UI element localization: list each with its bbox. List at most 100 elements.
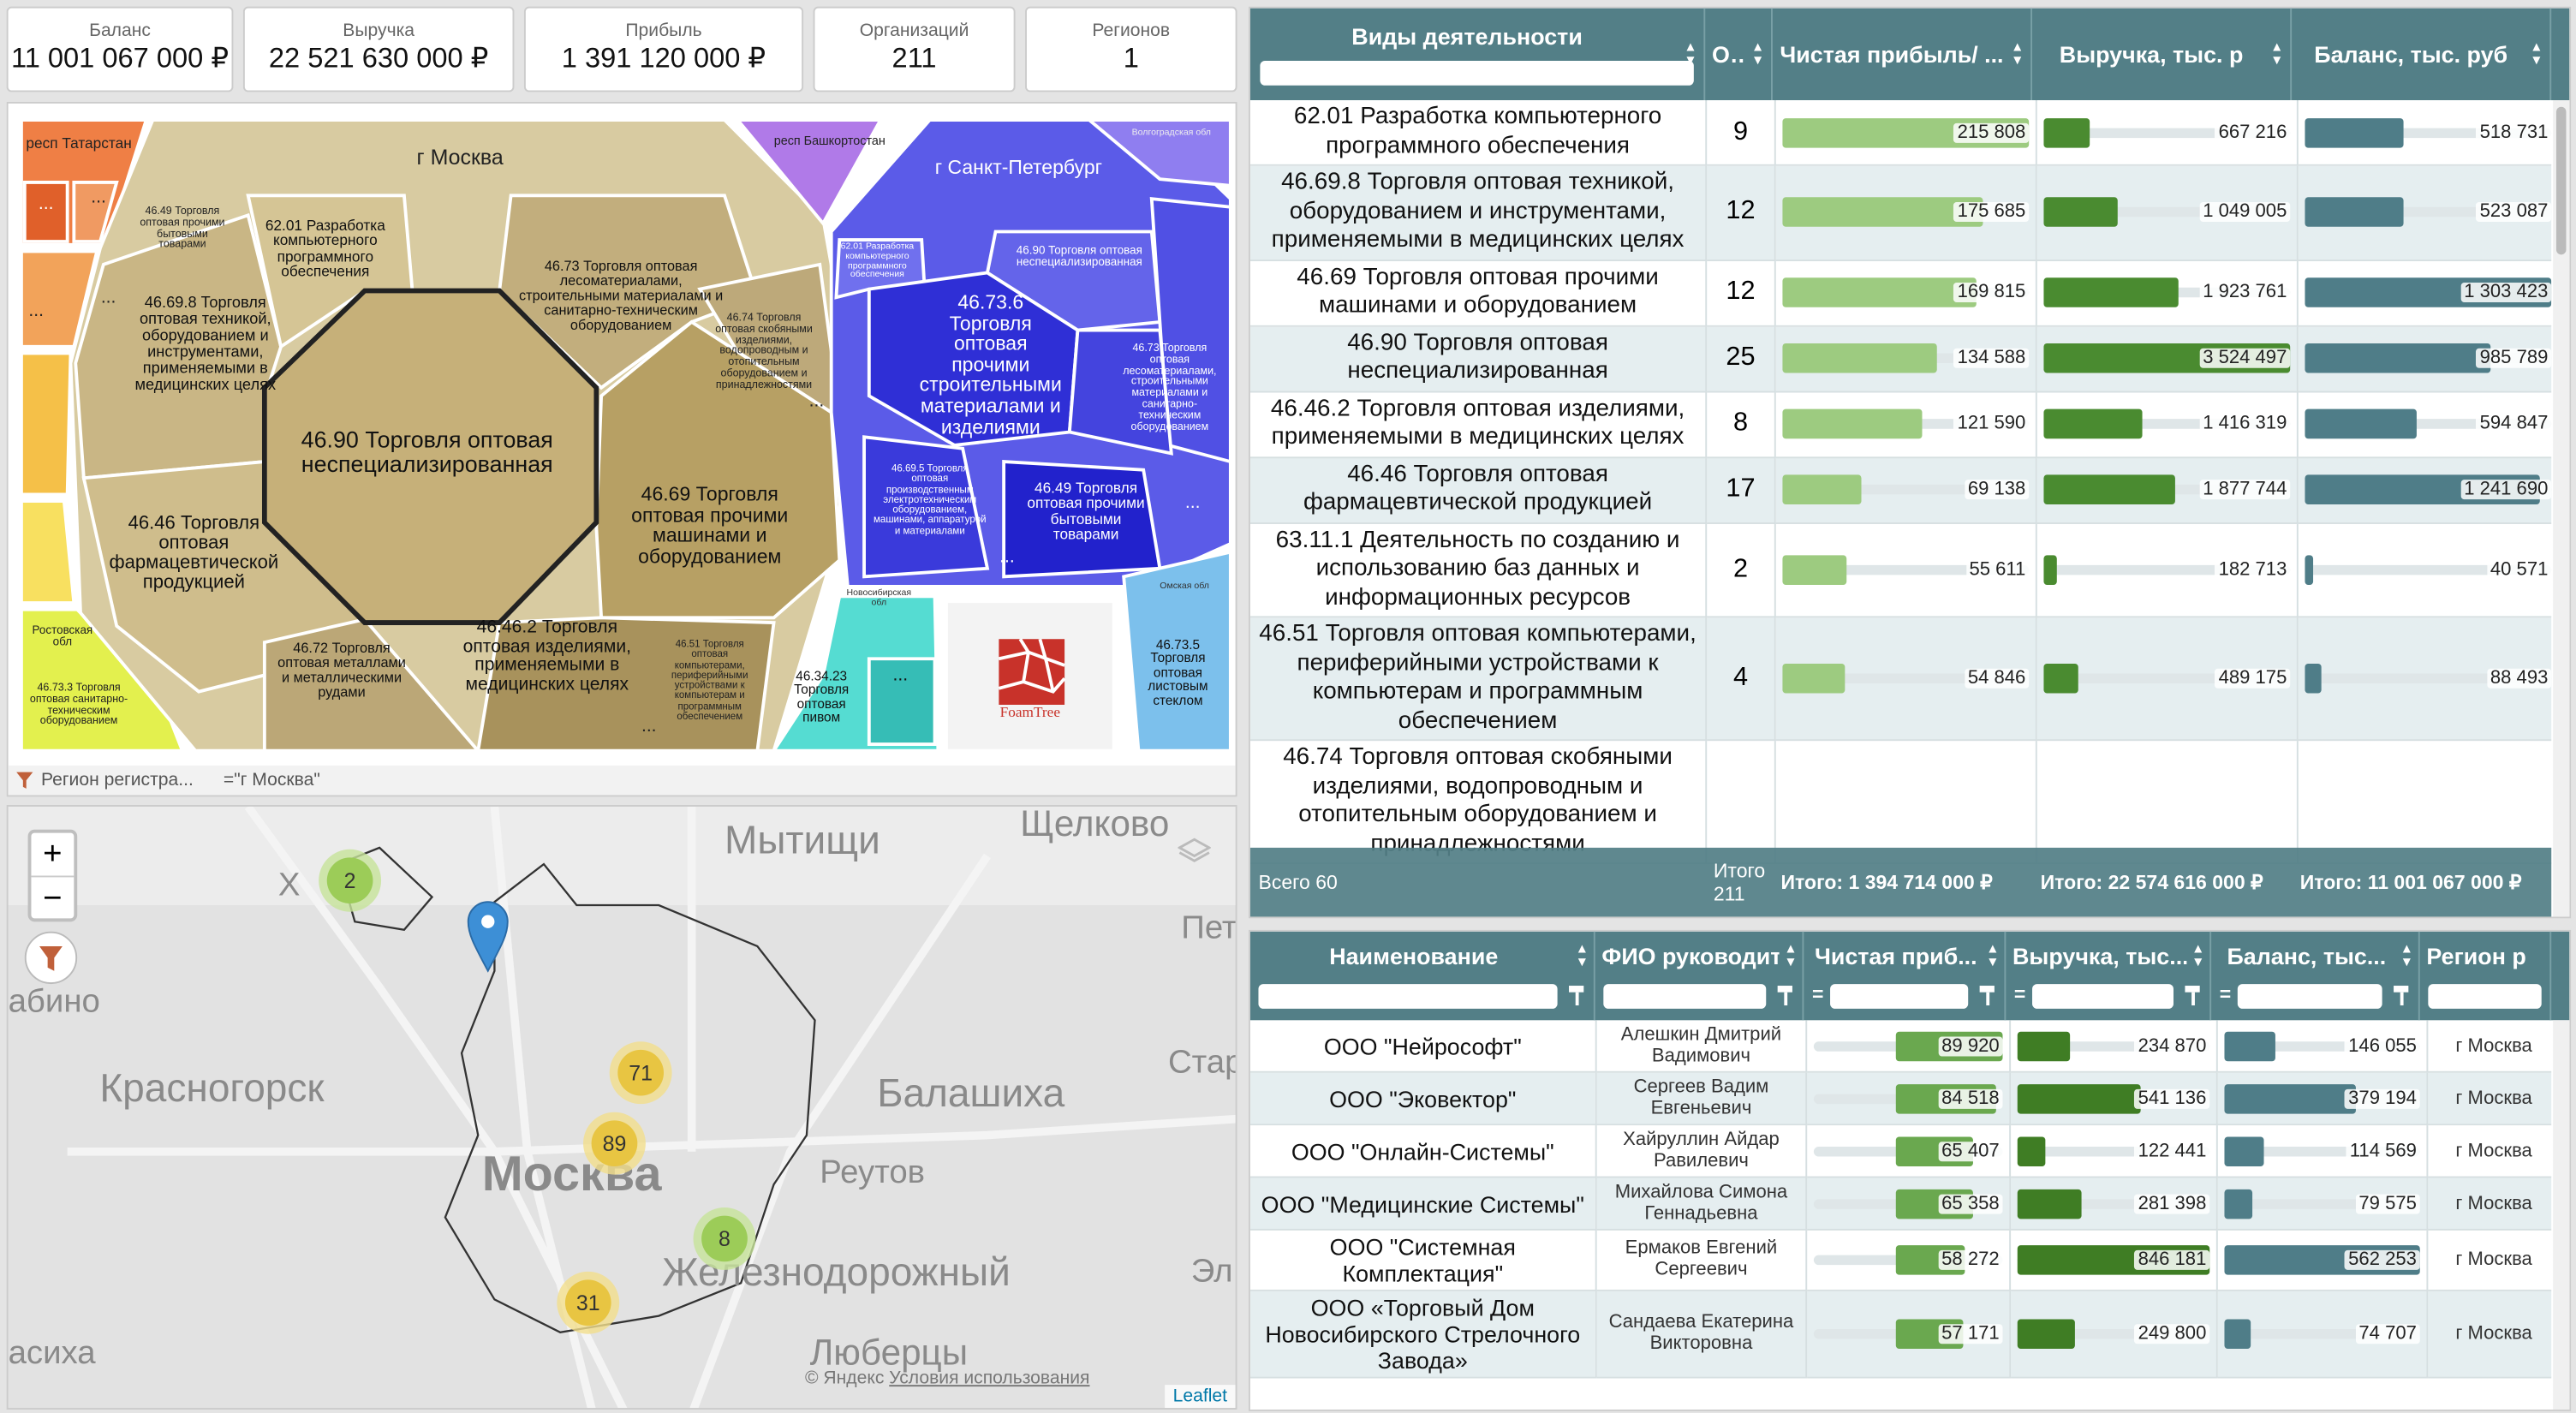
filter-input[interactable] (1260, 60, 1694, 86)
sort-icon[interactable]: ▲ ▼ (2530, 39, 2543, 68)
pin-icon[interactable] (1979, 986, 1995, 1006)
cell[interactable] (262, 617, 482, 753)
cluster[interactable]: 8 (693, 1207, 756, 1270)
cluster-core (701, 1215, 748, 1262)
table-row[interactable]: 46.46 Торговля оптовая фармацевтической … (1249, 456, 2552, 523)
table-row[interactable]: ООО "Нейрософт" Алешкин Дмитрий Вадимович… (1249, 1020, 2552, 1073)
table-row[interactable]: ООО "Системная Комплектация" Ермаков Евге… (1249, 1229, 2552, 1291)
cell[interactable] (475, 616, 776, 753)
table-row[interactable]: 46.90 Торговля оптовая неспециализирован… (1249, 325, 2552, 392)
bar-label: 1 877 744 (2199, 480, 2291, 500)
header-cell[interactable]: Регион р... (2420, 931, 2552, 1021)
filter-input[interactable] (2032, 984, 2174, 1009)
cell[interactable] (1084, 118, 1232, 188)
cell-ellipsis: ... (1184, 492, 1201, 513)
sort-icon[interactable]: ▲ ▼ (1784, 941, 1798, 969)
scroll-thumb[interactable] (2555, 106, 2567, 255)
sort-icon[interactable]: ▲ ▼ (2400, 941, 2413, 969)
header-cell[interactable]: Чистая приб... ▲ ▼ = (1804, 931, 2007, 1021)
header-cell[interactable]: Выручка, тыс. р ▲ ▼ (2032, 8, 2293, 101)
cluster-count: 2 (344, 869, 356, 893)
cell-label: 46.46.2 Торговля оптовая изделиями, прим… (462, 617, 631, 695)
filter-input[interactable] (1258, 984, 1558, 1009)
cell-label: 62.01 Разработка компьютерного программн… (265, 217, 385, 280)
table-row[interactable]: ООО «Торговый Дом Новосибирского Стрелоч… (1249, 1290, 2552, 1379)
filter-input[interactable] (2237, 984, 2382, 1009)
pin-icon[interactable] (2185, 986, 2200, 1006)
cell[interactable] (1067, 328, 1173, 456)
zoom-in[interactable]: + (31, 833, 75, 878)
terms-link[interactable]: Условия использования (889, 1368, 1090, 1389)
sort-icon[interactable]: ▲ ▼ (1986, 941, 2000, 969)
cell[interactable] (867, 657, 937, 746)
pin-icon[interactable] (1777, 986, 1792, 1006)
table-row[interactable]: 46.46.2 Торговля оптовая изделиями, прим… (1249, 391, 2552, 458)
table-row[interactable]: ООО "Онлайн-Системы" Хайруллин Айдар Рави… (1249, 1124, 2552, 1178)
layers-icon[interactable] (1178, 836, 1211, 862)
bar-label: 594 847 (2476, 414, 2552, 434)
sort-icon[interactable]: ▲ ▼ (1750, 39, 1765, 68)
cell[interactable] (22, 181, 69, 243)
scrollbar (2553, 1020, 2570, 1410)
filter-button[interactable] (24, 931, 78, 985)
cell: 40 571 (2297, 522, 2552, 618)
leaflet-link[interactable]: Leaflet (1165, 1385, 1236, 1409)
count: 4 (1732, 664, 1749, 692)
cell-label: 46.72 Торговля оптовая металлами и метал… (277, 639, 406, 701)
map-panel[interactable]: Мытищи Щелково Красногорск Балашиха Москва Ре… (6, 804, 1237, 1410)
sort-icon[interactable]: ▲ ▼ (2011, 39, 2024, 68)
cluster[interactable]: 2 (319, 849, 382, 912)
table-row[interactable]: ООО "Эковектор" Сергеев Вадим Евгеньевич 8… (1249, 1071, 2552, 1126)
table-row[interactable]: 63.11.1 Деятельность по созданию и испол… (1249, 522, 2552, 618)
table-row[interactable]: 46.51 Торговля оптовая компьютерами, пер… (1249, 617, 2552, 742)
cell[interactable] (72, 181, 119, 243)
header-cell[interactable]: О...▲▼ (1705, 8, 1773, 101)
bar-cell: 3 524 497 (2037, 340, 2297, 376)
cell: 57 171 (1806, 1290, 2012, 1379)
cell[interactable] (734, 118, 884, 227)
header-cell[interactable]: ФИО руководит... ▲ ▼ (1595, 931, 1804, 1021)
cell-ellipsis: ... (38, 194, 54, 214)
kpi-label: Баланс (89, 21, 151, 41)
table-row[interactable]: 46.69 Торговля оптовая прочими машинами … (1249, 259, 2552, 326)
bar-track (2043, 207, 2291, 218)
filter-input[interactable] (1830, 984, 1969, 1009)
cell: 63.11.1 Деятельность по созданию и испол… (1249, 522, 1708, 618)
sort-icon[interactable]: ▲ ▼ (1575, 941, 1589, 969)
cell[interactable] (985, 230, 1162, 332)
cell-selected[interactable] (261, 288, 599, 625)
header-cell[interactable]: Баланс, тыс... ▲ ▼ = (2211, 931, 2420, 1021)
cluster[interactable]: 89 (583, 1112, 646, 1175)
header-cell[interactable]: Выручка, тыс... ▲ ▼ = (2006, 931, 2212, 1021)
marker[interactable] (467, 901, 509, 973)
sort-icon[interactable]: ▲ ▼ (2270, 39, 2284, 68)
filter-input[interactable] (1603, 984, 1767, 1009)
director: Хайруллин Айдар Равилевич (1623, 1129, 1780, 1171)
header-cell[interactable]: Баланс, тыс. руб ▲ ▼ (2292, 8, 2552, 101)
cell: 9 (1706, 100, 1776, 166)
table-row[interactable]: 46.69.8 Торговля оптовая техникой, обору… (1249, 164, 2552, 261)
place-name: абино (9, 983, 100, 1020)
zoom-out[interactable]: − (43, 880, 63, 917)
treemap[interactable] (9, 104, 1237, 767)
cell[interactable] (862, 435, 990, 579)
cell[interactable] (1122, 550, 1232, 753)
cluster[interactable]: 31 (557, 1271, 620, 1334)
brand-logo (998, 638, 1066, 705)
cluster[interactable]: 71 (609, 1041, 672, 1105)
pin-icon[interactable] (2394, 986, 2409, 1006)
table-row[interactable]: 62.01 Разработка компьютерного программн… (1249, 100, 2552, 166)
cell[interactable] (594, 319, 842, 620)
header-cell[interactable]: Наименование ▲ ▼ (1250, 931, 1595, 1021)
cell[interactable] (20, 351, 73, 497)
header-cell[interactable]: Чистая прибыль/ ... ▲ ▼ (1773, 8, 2033, 101)
bar-cell: 121 590 (1776, 406, 2036, 442)
header-cell[interactable]: Виды деятельности ▲ ▼ (1250, 8, 1706, 101)
filter-input[interactable] (2428, 984, 2542, 1009)
pin-icon[interactable] (1569, 986, 1584, 1006)
cell[interactable] (20, 499, 76, 605)
table-row[interactable]: 46.74 Торговля оптовая скобяными изделия… (1249, 740, 2552, 865)
sort-icon[interactable]: ▲ ▼ (2191, 941, 2205, 969)
table-row[interactable]: ООО "Медицинские Системы" Михайлова Симон… (1249, 1177, 2552, 1231)
